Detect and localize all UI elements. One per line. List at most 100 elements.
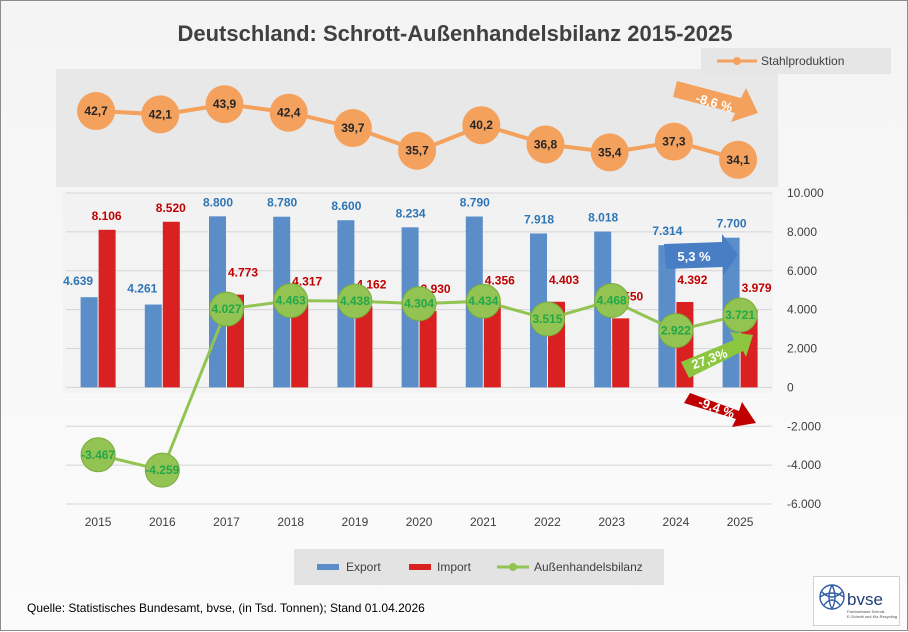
import-value-label: 4.403 xyxy=(549,273,579,287)
balance-marker xyxy=(594,283,630,319)
balance-value-label: 4.468 xyxy=(597,294,627,308)
export-value-label: 4.639 xyxy=(63,274,93,288)
steel-legend-label: Stahlproduktion xyxy=(761,54,844,68)
y-tick-label: 8.000 xyxy=(787,225,817,239)
balance-value-label: 4.438 xyxy=(340,294,370,308)
import-bar xyxy=(291,303,309,388)
steel-legend-marker xyxy=(733,57,741,65)
export-value-label: 8.790 xyxy=(460,196,490,210)
steel-value-label: 35,7 xyxy=(405,144,429,158)
x-tick-label: 2025 xyxy=(727,515,754,529)
balance-marker xyxy=(401,286,437,322)
balance-marker xyxy=(722,297,758,333)
import-value-label: 4.317 xyxy=(292,274,322,288)
x-tick-label: 2022 xyxy=(534,515,561,529)
steel-value-label: 42,7 xyxy=(84,104,108,118)
y-tick-label: 6.000 xyxy=(787,264,817,278)
export-bar xyxy=(80,297,98,388)
balance-value-label: 4.463 xyxy=(276,294,306,308)
steel-value-label: 37,3 xyxy=(662,135,686,149)
balance-marker xyxy=(658,313,694,349)
balance-marker xyxy=(337,283,373,319)
steel-value-label: 42,4 xyxy=(277,106,301,120)
legend-export-swatch xyxy=(317,564,339,570)
import-bar xyxy=(419,310,437,388)
steel-value-label: 43,9 xyxy=(213,97,237,111)
balance-value-label: 4.434 xyxy=(468,294,498,308)
export-value-label: 4.261 xyxy=(127,282,157,296)
export-value-label: 8.800 xyxy=(203,195,233,209)
x-tick-label: 2021 xyxy=(470,515,497,529)
import-bar xyxy=(162,221,180,388)
y-tick-label: 2.000 xyxy=(787,342,817,356)
balance-marker xyxy=(209,291,244,327)
import-change-arrow xyxy=(684,393,756,427)
steel-marker xyxy=(333,109,372,148)
legend-import-swatch xyxy=(409,564,431,570)
y-tick-label: -6.000 xyxy=(787,497,821,511)
bvse-logo-graphic: bvse Fachverband Schrott, E-Schrott und … xyxy=(819,584,897,619)
steel-value-label: 42,1 xyxy=(149,107,173,121)
steel-value-label: 36,8 xyxy=(534,137,558,151)
steel-value-label: 35,4 xyxy=(598,145,622,159)
x-tick-label: 2024 xyxy=(663,515,690,529)
import-bar xyxy=(612,318,630,388)
import-value-label: 8.520 xyxy=(156,201,186,215)
legend-export-label: Export xyxy=(346,560,381,574)
bvse-logo: bvse Fachverband Schrott, E-Schrott und … xyxy=(813,576,900,626)
import-bar xyxy=(483,302,501,388)
steel-marker xyxy=(141,95,180,134)
balance-value-label: 4.304 xyxy=(404,297,434,311)
balance-marker xyxy=(530,301,565,337)
export-bar xyxy=(144,304,162,388)
y-tick-label: -4.000 xyxy=(787,458,821,472)
balance-marker xyxy=(465,283,501,319)
balance-value-label: 3.721 xyxy=(725,308,755,322)
logo-text: bvse xyxy=(847,590,883,609)
steel-change-arrow xyxy=(673,81,758,122)
import-value-label: 4.773 xyxy=(228,266,258,280)
steel-marker xyxy=(398,131,437,170)
y-tick-label: -2.000 xyxy=(787,419,821,433)
export-change-arrow xyxy=(664,234,738,276)
steel-marker xyxy=(654,122,693,161)
import-change-label: -9,4 % xyxy=(696,394,737,421)
y-tick-label: 0 xyxy=(787,380,794,394)
chart-title: Deutschland: Schrott-Außenhandelsbilanz … xyxy=(177,21,732,46)
export-value-label: 7.314 xyxy=(652,224,682,238)
steel-marker xyxy=(205,85,244,124)
x-tick-label: 2019 xyxy=(342,515,369,529)
import-value-label: 4.356 xyxy=(485,274,515,288)
balance-change-arrow xyxy=(681,332,753,378)
steel-marker xyxy=(526,125,565,164)
export-value-label: 8.018 xyxy=(588,211,618,225)
import-value-label: 3.979 xyxy=(742,281,772,295)
y-tick-label: 10.000 xyxy=(787,186,824,200)
balance-value-label: -4.259 xyxy=(145,463,179,477)
balance-value-label: 2.922 xyxy=(661,324,691,338)
export-value-label: 7.918 xyxy=(524,212,554,226)
steel-value-label: 39,7 xyxy=(341,121,365,135)
source-note: Quelle: Statistisches Bundesamt, bvse, (… xyxy=(27,601,425,615)
legend-import-label: Import xyxy=(437,560,472,574)
import-bar xyxy=(355,306,373,388)
steel-marker xyxy=(77,92,116,131)
import-value-label: 8.106 xyxy=(92,209,122,223)
steel-marker xyxy=(269,93,308,132)
balance-marker xyxy=(80,437,116,473)
steel-value-label: 40,2 xyxy=(470,118,494,132)
steel-marker xyxy=(719,140,758,179)
balance-value-label: 3.515 xyxy=(532,312,562,326)
x-tick-label: 2015 xyxy=(85,515,112,529)
logo-subtitle-2: E-Schrott und Kfz-Recycling xyxy=(847,614,897,619)
export-change-label: 5,3 % xyxy=(677,249,711,264)
balance-value-label: -3.467 xyxy=(81,448,115,462)
balance-value-label: 4.027 xyxy=(211,302,241,316)
steel-marker xyxy=(462,106,501,145)
x-tick-label: 2018 xyxy=(277,515,304,529)
legend-box xyxy=(294,549,664,585)
export-value-label: 7.700 xyxy=(717,217,747,231)
y-tick-label: 4.000 xyxy=(787,303,817,317)
